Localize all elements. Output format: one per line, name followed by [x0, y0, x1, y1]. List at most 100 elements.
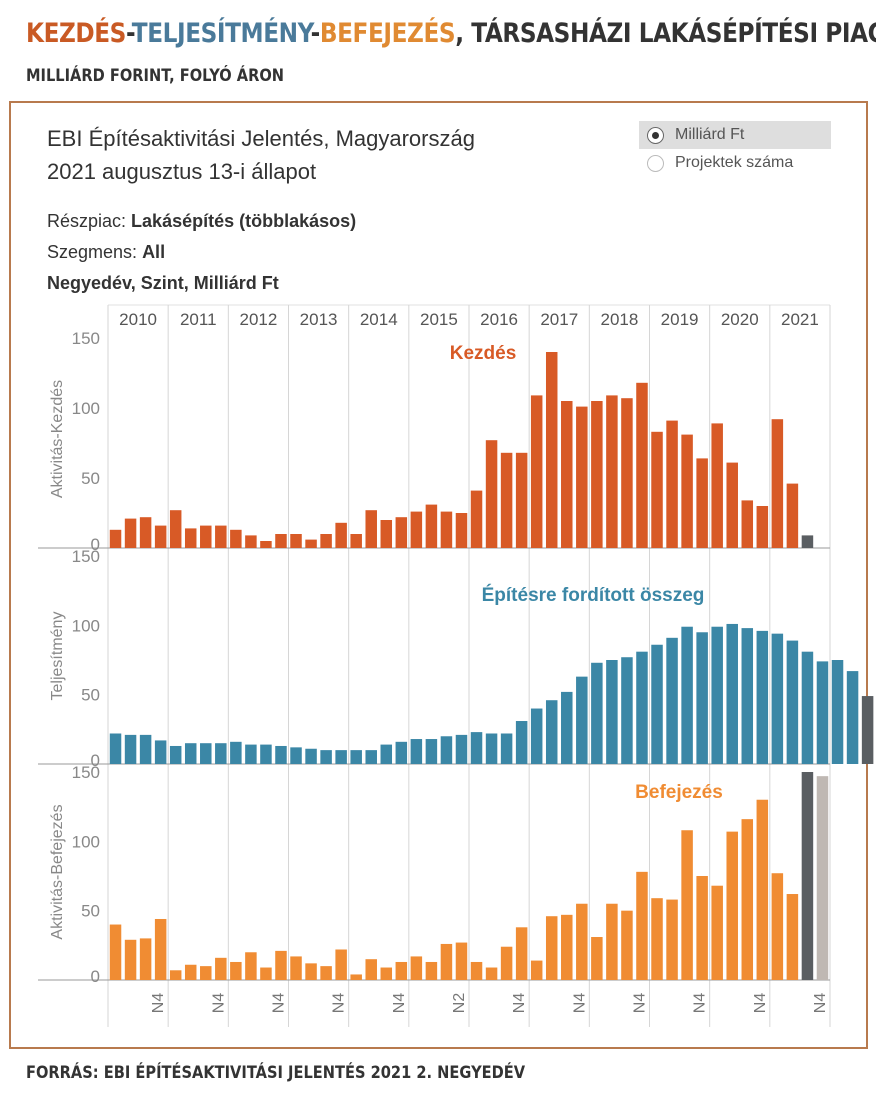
bar: [381, 745, 393, 764]
bar: [290, 534, 302, 548]
bar: [681, 830, 693, 980]
bar: [772, 873, 784, 980]
bar: [260, 541, 272, 548]
bar: [486, 733, 498, 764]
bar: [215, 526, 227, 548]
bar: [561, 692, 573, 764]
bar: [260, 968, 272, 980]
bar: [456, 513, 468, 548]
bar: [757, 506, 769, 548]
bar: [335, 750, 347, 764]
series-label: Befejezés: [635, 782, 723, 803]
bar: [696, 876, 708, 980]
year-label: 2015: [420, 310, 458, 329]
bar: [230, 530, 242, 548]
bar: [621, 657, 633, 764]
bar: [802, 652, 814, 764]
bar: [260, 745, 272, 764]
bar: [200, 966, 212, 980]
bar: [381, 520, 393, 548]
source-note: FORRÁS: EBI ÉPÍTÉSAKTIVITÁSI JELENTÉS 20…: [26, 1063, 525, 1083]
bar: [802, 535, 814, 548]
bar: [621, 911, 633, 980]
y-tick-label: 100: [72, 399, 100, 418]
bar: [531, 961, 543, 980]
y-tick-label: 0: [91, 967, 100, 986]
bar: [606, 660, 618, 764]
bar: [245, 952, 256, 980]
bar: [651, 432, 663, 548]
bar: [155, 526, 167, 548]
bar: [110, 925, 122, 980]
x-tick-label: N4: [210, 993, 227, 1014]
bar: [365, 750, 377, 764]
bar: [456, 943, 468, 980]
bar: [817, 661, 829, 764]
bar: [125, 940, 137, 980]
bar: [726, 624, 738, 764]
x-tick-label: N4: [692, 993, 709, 1014]
bar: [350, 534, 362, 548]
bar: [396, 742, 408, 764]
bar: [516, 721, 528, 764]
y-axis-label: Aktivitás-Befejezés: [49, 804, 66, 939]
x-tick-label: N4: [631, 993, 648, 1014]
bar: [546, 700, 558, 764]
bar: [320, 966, 332, 980]
y-tick-label: 150: [72, 329, 100, 348]
bar: [636, 652, 648, 764]
bar: [742, 628, 754, 764]
bar: [471, 732, 483, 764]
bar: [546, 352, 558, 548]
bar: [666, 638, 678, 764]
bar: [606, 904, 618, 980]
bar: [110, 733, 122, 764]
bar: [531, 395, 543, 548]
bar: [200, 526, 212, 548]
bar: [681, 627, 693, 764]
bar: [651, 645, 663, 764]
bar: [365, 959, 377, 980]
x-tick-label: N4: [812, 993, 829, 1014]
bar: [787, 641, 799, 764]
bar: [335, 949, 347, 980]
y-tick-label: 100: [72, 832, 100, 851]
bar: [290, 747, 302, 764]
year-label: 2017: [540, 310, 578, 329]
y-axis-label: Teljesítmény: [49, 612, 66, 701]
bar: [726, 463, 738, 548]
bar: [215, 743, 227, 764]
bar: [606, 395, 618, 548]
bar: [486, 968, 498, 980]
bar: [396, 517, 408, 548]
x-tick-label: N4: [150, 993, 167, 1014]
bar: [832, 660, 844, 764]
bar: [230, 742, 242, 764]
bar: [305, 963, 317, 980]
bar: [411, 739, 423, 764]
bar: [501, 733, 512, 764]
bar: [561, 915, 573, 980]
bar: [576, 904, 588, 980]
bar: [711, 627, 723, 764]
bar: [411, 956, 423, 980]
bar: [305, 540, 317, 548]
bar: [757, 800, 769, 980]
bar: [456, 735, 468, 764]
year-label: 2019: [661, 310, 699, 329]
y-axis-label: Aktivitás-Kezdés: [49, 380, 66, 498]
bar: [591, 401, 603, 548]
bar: [636, 872, 648, 980]
bar: [350, 974, 362, 980]
forecast-bar: [817, 776, 829, 980]
year-label: 2013: [300, 310, 338, 329]
bar: [185, 743, 197, 764]
x-tick-label: N4: [270, 993, 287, 1014]
x-tick-label: N4: [331, 993, 348, 1014]
bar: [230, 962, 242, 980]
x-tick-label: N2: [451, 993, 468, 1014]
y-tick-label: 100: [72, 616, 100, 635]
bar: [320, 750, 332, 764]
bar: [275, 746, 287, 764]
bar: [125, 519, 137, 548]
